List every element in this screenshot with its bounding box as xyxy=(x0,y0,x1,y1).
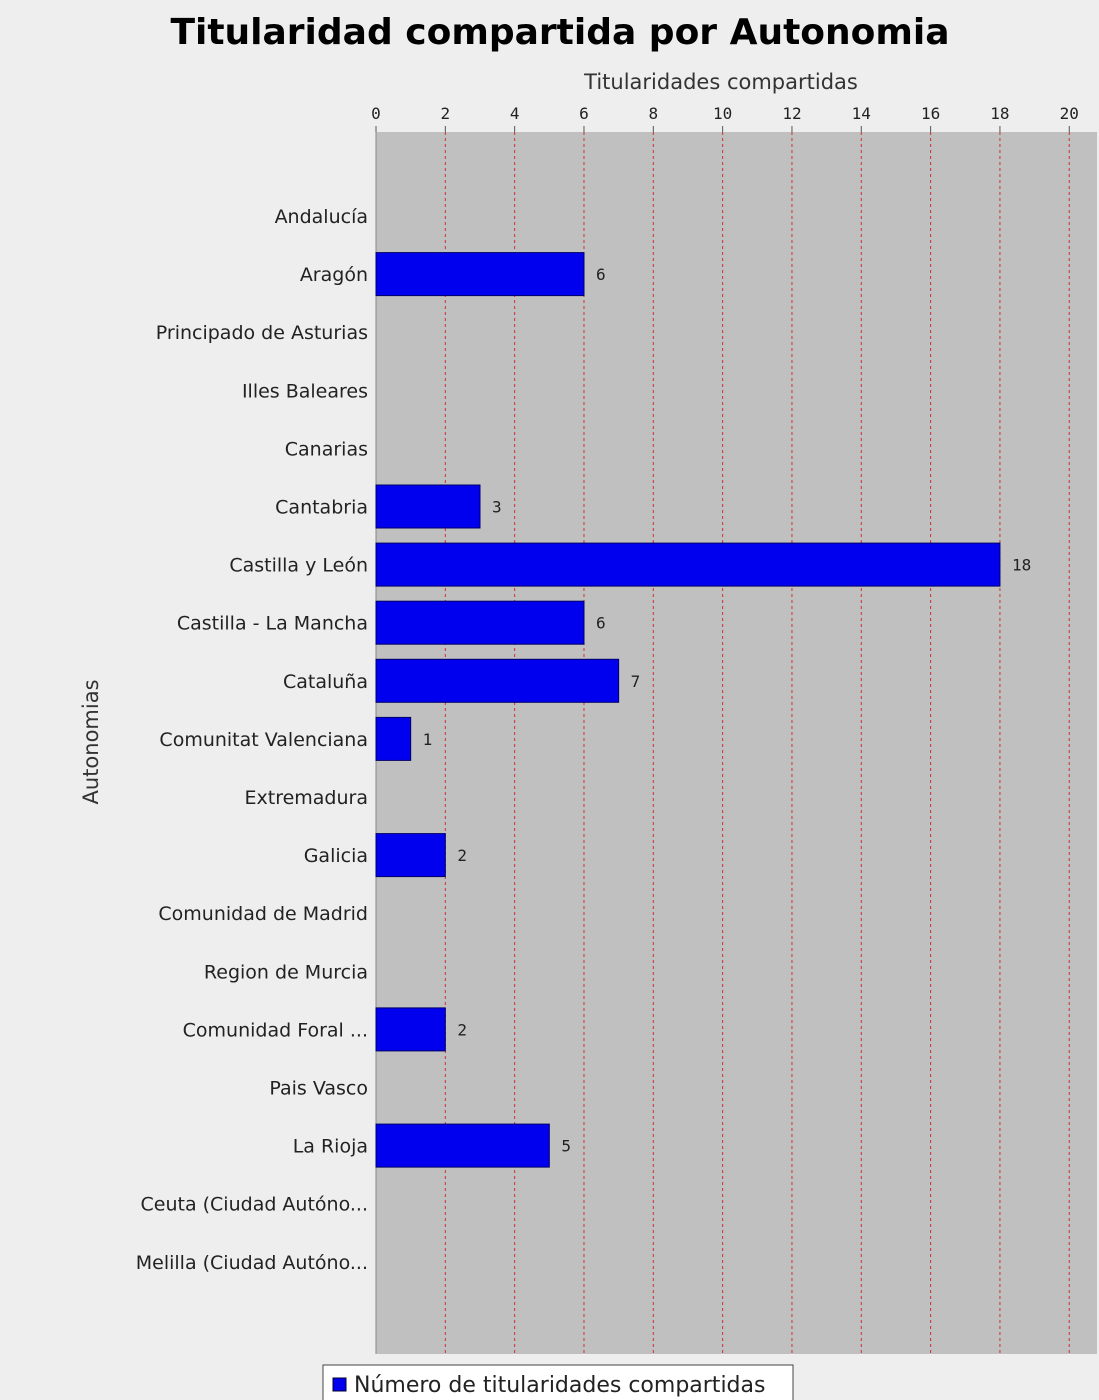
data-label: 7 xyxy=(631,672,641,691)
category-label: Cataluña xyxy=(283,671,368,693)
data-label: 18 xyxy=(1012,556,1031,575)
x-tick-label: 6 xyxy=(579,104,589,123)
category-label: Castilla y León xyxy=(229,555,368,577)
data-label: 1 xyxy=(423,730,433,749)
category-label: Region de Murcia xyxy=(204,961,368,983)
x-tick-label: 18 xyxy=(990,104,1009,123)
category-label: Comunitat Valenciana xyxy=(159,729,368,751)
category-label: Galicia xyxy=(304,845,368,867)
category-label: Comunidad de Madrid xyxy=(158,903,368,925)
x-tick-label: 12 xyxy=(782,104,801,123)
bar xyxy=(375,658,620,703)
y-axis-title: Autonomias xyxy=(79,679,103,804)
bar xyxy=(375,252,585,297)
category-label: Andalucía xyxy=(275,206,368,228)
x-tick-label: 20 xyxy=(1060,104,1079,123)
category-label: Canarias xyxy=(285,438,368,460)
category-label: Cantabria xyxy=(275,497,368,519)
category-label: Melilla (Ciudad Autóno... xyxy=(136,1252,368,1274)
category-label: Pais Vasco xyxy=(269,1078,368,1100)
x-tick-label: 8 xyxy=(648,104,658,123)
category-label: Ceuta (Ciudad Autóno... xyxy=(141,1194,369,1216)
category-label: Comunidad Foral ... xyxy=(183,1019,368,1041)
plot-area xyxy=(376,132,1097,1354)
category-label: Illes Baleares xyxy=(242,380,368,402)
data-label: 6 xyxy=(596,265,606,284)
bar xyxy=(375,1123,550,1168)
data-label: 5 xyxy=(561,1137,571,1156)
bar xyxy=(375,600,585,645)
legend: Número de titularidades compartidas xyxy=(322,1364,794,1400)
bar xyxy=(375,484,481,529)
legend-label: Número de titularidades compartidas xyxy=(354,1373,765,1398)
x-tick-label: 2 xyxy=(441,104,451,123)
category-label: Extremadura xyxy=(245,787,369,809)
category-label: La Rioja xyxy=(293,1136,368,1158)
data-label: 2 xyxy=(457,1020,467,1039)
bar xyxy=(375,716,412,761)
x-tick-label: 16 xyxy=(921,104,940,123)
x-axis-title: Titularidades compartidas xyxy=(583,70,858,94)
legend-box xyxy=(322,1364,794,1400)
bar xyxy=(375,833,446,878)
bar xyxy=(375,542,1001,587)
data-label: 2 xyxy=(457,846,467,865)
category-label: Castilla - La Mancha xyxy=(177,613,368,635)
data-label: 6 xyxy=(596,614,606,633)
category-label: Principado de Asturias xyxy=(156,322,368,344)
bar xyxy=(375,1007,446,1052)
chart-title: Titularidad compartida por Autonomia xyxy=(170,12,949,53)
x-tick-label: 0 xyxy=(371,104,381,123)
category-labels: Andalucía Aragón Principado de Asturias Ill… xyxy=(136,206,368,1274)
category-label: Aragón xyxy=(300,264,368,286)
x-tick-label: 4 xyxy=(510,104,520,123)
x-tick-label: 10 xyxy=(713,104,732,123)
legend-swatch xyxy=(332,1377,347,1392)
x-tick-label: 14 xyxy=(852,104,871,123)
bars: 6 3 18 6 7 1 2 2 5 xyxy=(375,252,1031,1168)
data-label: 3 xyxy=(492,498,502,517)
